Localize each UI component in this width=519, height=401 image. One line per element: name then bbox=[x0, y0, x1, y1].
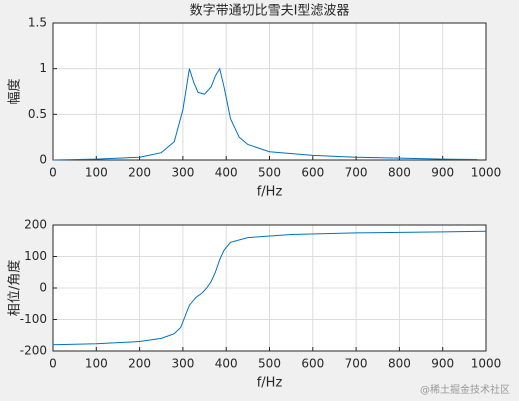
x-tick-label: 800 bbox=[388, 166, 411, 180]
watermark: @稀土掘金技术社区 bbox=[420, 383, 510, 396]
chart-title: 数字带通切比雪夫I型滤波器 bbox=[190, 4, 350, 19]
x-tick-label: 300 bbox=[171, 357, 194, 371]
y-tick-label: -100 bbox=[20, 312, 47, 326]
x-tick-label: 500 bbox=[258, 166, 281, 180]
y-tick-label: 0 bbox=[39, 281, 47, 295]
x-tick-label: 600 bbox=[301, 357, 324, 371]
y-tick-label: 0 bbox=[39, 153, 47, 167]
y-tick-label: -200 bbox=[20, 344, 47, 358]
x-tick-label: 800 bbox=[388, 357, 411, 371]
x-tick-label: 700 bbox=[345, 166, 368, 180]
y-axis-label: 幅度 bbox=[7, 78, 23, 104]
x-axis-label: f/Hz bbox=[257, 376, 283, 391]
x-tick-label: 0 bbox=[49, 166, 57, 180]
x-tick-label: 200 bbox=[128, 166, 151, 180]
y-tick-label: 1.5 bbox=[28, 16, 47, 30]
x-tick-label: 100 bbox=[85, 166, 108, 180]
x-tick-label: 400 bbox=[215, 357, 238, 371]
x-tick-label: 300 bbox=[171, 166, 194, 180]
x-tick-label: 900 bbox=[431, 166, 454, 180]
x-tick-label: 100 bbox=[85, 357, 108, 371]
x-tick-label: 1000 bbox=[471, 166, 502, 180]
x-tick-label: 1000 bbox=[471, 357, 502, 371]
x-tick-label: 400 bbox=[215, 166, 238, 180]
data-line bbox=[52, 67, 478, 161]
x-tick-label: 200 bbox=[128, 357, 151, 371]
y-tick-label: 0.5 bbox=[28, 107, 47, 121]
axes-box bbox=[52, 22, 487, 161]
x-tick-label: 0 bbox=[49, 357, 57, 371]
x-tick-label: 600 bbox=[301, 166, 324, 180]
data-line bbox=[52, 230, 487, 346]
y-tick-label: 100 bbox=[24, 249, 47, 263]
x-axis-label: f/Hz bbox=[257, 185, 283, 200]
x-tick-label: 900 bbox=[431, 357, 454, 371]
y-tick-label: 200 bbox=[24, 218, 47, 232]
y-axis-label: 相位/角度 bbox=[7, 260, 23, 316]
x-tick-label: 500 bbox=[258, 357, 281, 371]
axes-box bbox=[52, 224, 487, 352]
x-tick-label: 700 bbox=[345, 357, 368, 371]
y-tick-label: 1 bbox=[39, 61, 47, 75]
